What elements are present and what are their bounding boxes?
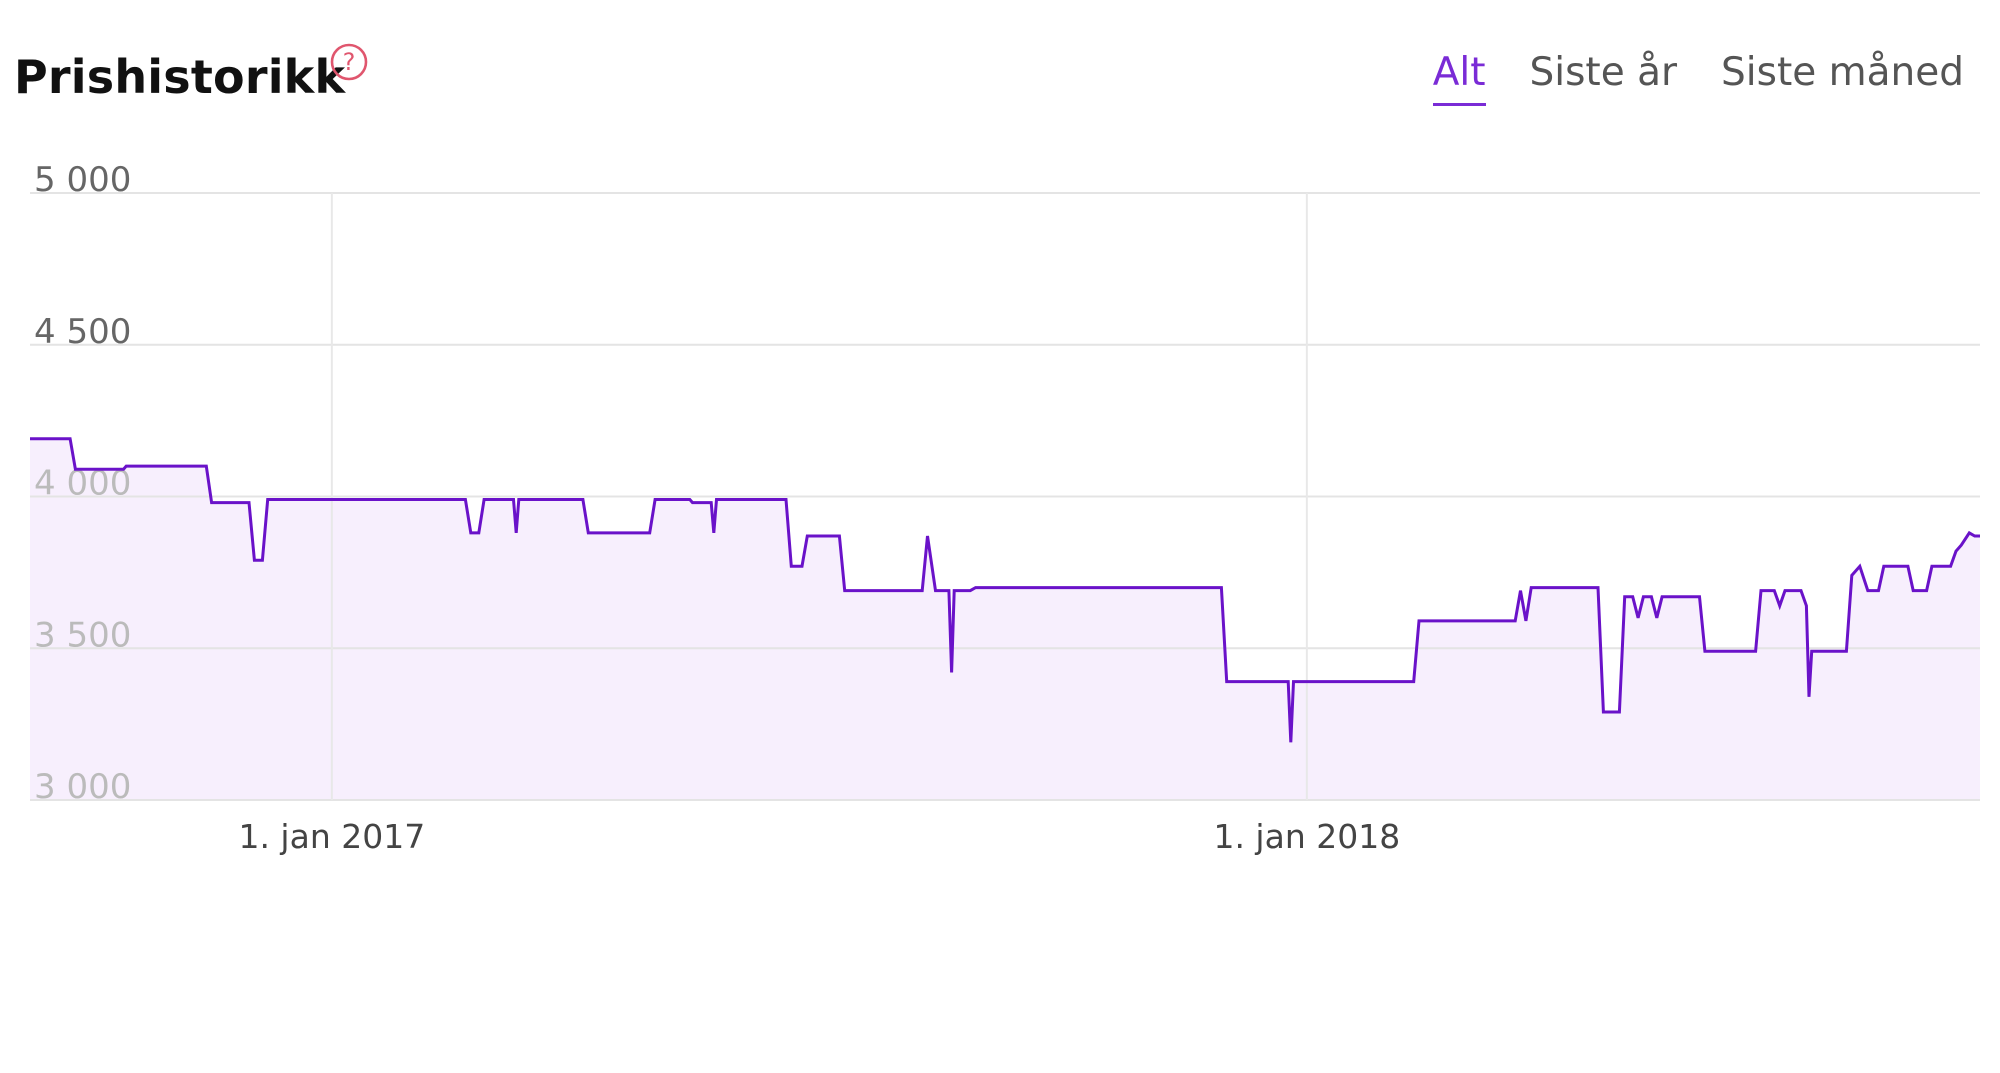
x-tick-label: 1. jan 2018 — [1213, 817, 1400, 856]
tab-alt[interactable]: Alt — [1432, 50, 1486, 106]
question-circle-icon[interactable]: ? — [329, 42, 369, 82]
page-title: Prishistorikk — [14, 50, 346, 104]
price-area — [30, 438, 1980, 800]
y-tick-label: 3 000 — [34, 767, 131, 807]
tab-siste-maned[interactable]: Siste måned — [1721, 50, 1964, 95]
tab-siste-ar[interactable]: Siste år — [1529, 50, 1678, 95]
y-tick-label: 3 500 — [34, 615, 131, 655]
svg-text:?: ? — [343, 48, 356, 76]
x-tick-label: 1. jan 2017 — [238, 817, 425, 856]
chart-header: Prishistorikk ? Alt Siste år Siste måned — [14, 40, 1974, 120]
y-tick-label: 5 000 — [34, 160, 131, 200]
series-price-line — [30, 437, 1980, 743]
y-tick-label: 4 500 — [34, 312, 131, 352]
range-tabs: Alt Siste år Siste måned — [1432, 50, 1964, 106]
